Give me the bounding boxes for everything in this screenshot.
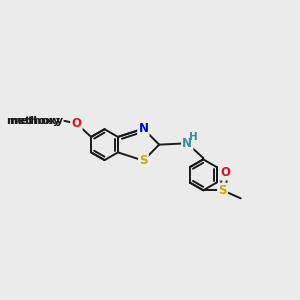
Text: H: H xyxy=(189,132,197,142)
Text: methoxy: methoxy xyxy=(9,116,64,126)
Text: O: O xyxy=(71,117,81,130)
Text: N: N xyxy=(182,137,192,150)
Text: O: O xyxy=(220,167,230,179)
Text: S: S xyxy=(218,184,227,197)
Text: methoxy: methoxy xyxy=(6,116,60,126)
Text: S: S xyxy=(139,154,148,167)
Text: N: N xyxy=(138,122,148,135)
